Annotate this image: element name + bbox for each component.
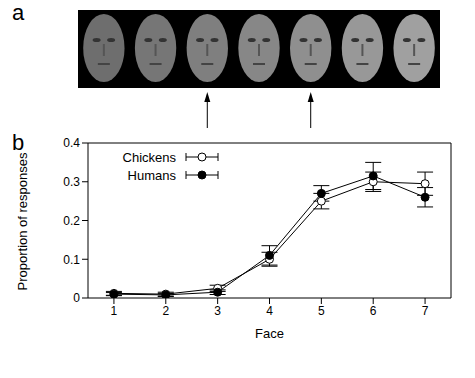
svg-text:a: a bbox=[12, 0, 25, 25]
html-text:Chickens: Chickens bbox=[122, 149, 176, 165]
svg-text:3: 3 bbox=[214, 304, 221, 318]
svg-text:0.4: 0.4 bbox=[63, 136, 80, 150]
svg-text:5: 5 bbox=[318, 304, 325, 318]
svg-text:Face: Face bbox=[255, 326, 284, 341]
svg-text:Proportion of responses: Proportion of responses bbox=[15, 152, 30, 291]
svg-text:0.2: 0.2 bbox=[63, 214, 80, 228]
svg-text:1: 1 bbox=[111, 304, 118, 318]
svg-text:6: 6 bbox=[370, 304, 377, 318]
svg-text:2: 2 bbox=[162, 304, 169, 318]
svg-text:b: b bbox=[12, 130, 24, 155]
svg-text:7: 7 bbox=[422, 304, 429, 318]
svg-text:0.1: 0.1 bbox=[63, 253, 80, 267]
svg-text:0.3: 0.3 bbox=[63, 175, 80, 189]
html-text:Humans: Humans bbox=[127, 167, 176, 183]
svg-text:4: 4 bbox=[266, 304, 273, 318]
svg-text:0: 0 bbox=[73, 291, 80, 305]
